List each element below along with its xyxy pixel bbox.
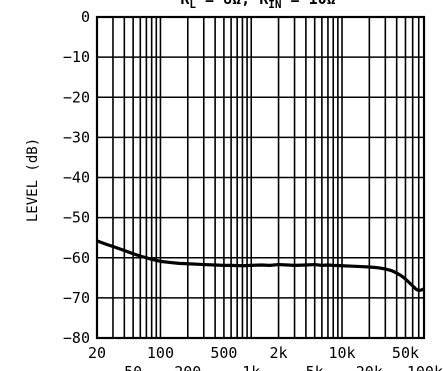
series-line-0 <box>96 239 425 293</box>
y-tick-label-8: −80 <box>63 329 90 347</box>
chart-title-text: RL = 8Ω, RIN = 10Ω <box>180 0 335 11</box>
x-tick-label-3: 2k <box>270 344 288 362</box>
y-tick-label-5: −50 <box>63 209 90 227</box>
title-in-val: = 10Ω <box>281 0 335 8</box>
x-tick-label-0: 20 <box>88 344 106 362</box>
x-tick-label-row2-5: 100k <box>407 363 443 371</box>
chart-title: RL = 8Ω, RIN = 10Ω <box>180 0 335 11</box>
y-tick-label-4: −40 <box>63 169 90 187</box>
x-tick-labels: 20 100 500 2k 10k 50k 50 200 1k 5k 20k 100k <box>88 344 443 371</box>
x-tick-label-5: 50k <box>392 344 419 362</box>
title-in-sub: IN <box>268 0 281 11</box>
y-tick-label-2: −20 <box>63 88 90 106</box>
x-tick-label-4: 10k <box>328 344 355 362</box>
series <box>96 239 425 293</box>
y-tick-label-0: 0 <box>81 8 90 26</box>
y-tick-label-1: −10 <box>63 48 90 66</box>
x-tick-label-row2-4: 20k <box>356 363 383 371</box>
x-tick-label-row2-0: 50 <box>124 363 142 371</box>
x-tick-label-row2-1: 200 <box>174 363 201 371</box>
x-tick-label-2: 500 <box>210 344 237 362</box>
plot-frame <box>95 15 426 340</box>
x-tick-label-row2-3: 5k <box>306 363 324 371</box>
y-tick-labels: 0 −10 −20 −30 −40 −50 −60 −70 −80 <box>63 8 90 347</box>
x-tick-label-row2-2: 1k <box>242 363 260 371</box>
title-r: R <box>180 0 190 8</box>
y-tick-label-7: −70 <box>63 289 90 307</box>
y-tick-label-6: −60 <box>63 249 90 267</box>
y-tick-label-3: −30 <box>63 128 90 146</box>
x-tick-label-1: 100 <box>147 344 174 362</box>
title-l-val: = 8Ω, R <box>196 0 269 8</box>
y-axis-label: LEVEL (dB) <box>25 138 41 222</box>
grid <box>96 16 425 339</box>
title-l-sub: L <box>189 0 196 11</box>
